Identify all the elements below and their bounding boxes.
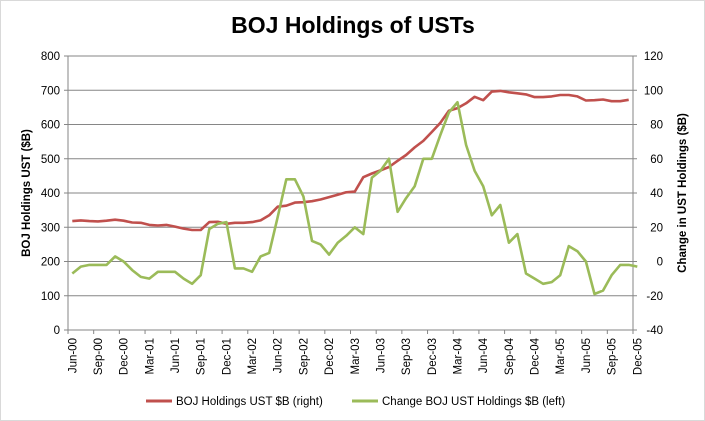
right-tick-label: 100 [644, 85, 663, 97]
left-tick-label: 600 [41, 120, 60, 132]
right-tick-label: 0 [657, 257, 663, 269]
left-axis: 0 100 200 300 400 500 600 700 800 [41, 51, 68, 337]
x-tick-label: Dec-01 [221, 338, 233, 375]
x-tick-label: Sep-05 [607, 338, 619, 375]
x-tick-label: Mar-02 [247, 338, 259, 374]
left-tick-label: 800 [41, 51, 60, 63]
left-tick-label: 200 [41, 257, 60, 269]
x-tick-label: Mar-03 [350, 338, 362, 374]
right-tick-label: 60 [650, 154, 663, 166]
x-axis: Jun-00 Sep-00 Dec-00 Mar-01 Jun-01 Sep-01 Dec-… [67, 330, 644, 375]
right-axis-title: Change in UST Holdings ($B) [677, 113, 689, 273]
x-tick-label: Mar-04 [453, 337, 465, 374]
x-tick-label: Sep-02 [298, 338, 310, 375]
left-tick-label: 0 [54, 325, 60, 337]
left-tick-label: 400 [41, 188, 60, 200]
series-line-change [71, 100, 638, 296]
right-tick-label: 40 [650, 188, 663, 200]
left-tick-label: 100 [41, 291, 60, 303]
right-tick-label: 80 [650, 120, 663, 132]
x-tick-label: Sep-04 [504, 337, 516, 375]
x-tick-label: Dec-05 [632, 338, 644, 375]
right-tick-label: -20 [646, 291, 663, 303]
left-axis-title: BOJ Holdings UST ($B) [21, 129, 33, 257]
left-tick-label: 500 [41, 154, 60, 166]
x-tick-label: Dec-02 [324, 338, 336, 375]
x-tick-label: Jun-01 [170, 338, 182, 373]
x-tick-label: Sep-01 [196, 338, 208, 375]
chart-title: BOJ Holdings of USTs [231, 12, 475, 38]
right-axis: -40 -20 0 20 40 60 80 100 120 [633, 51, 663, 337]
right-tick-label: 120 [644, 51, 663, 63]
right-tick-label: 20 [650, 222, 663, 234]
x-tick-label: Mar-01 [144, 338, 156, 374]
x-tick-label: Jun-03 [375, 338, 387, 373]
x-tick-label: Dec-00 [119, 338, 131, 375]
legend: BOJ Holdings UST $B (right) Change BOJ U… [146, 396, 565, 408]
x-tick-label: Mar-05 [555, 338, 567, 374]
right-tick-label: -40 [646, 325, 663, 337]
x-tick-label: Jun-05 [581, 338, 593, 373]
x-tick-label: Jun-00 [67, 338, 79, 373]
legend-label-holdings: BOJ Holdings UST $B (right) [176, 396, 323, 408]
x-tick-label: Sep-00 [93, 338, 105, 375]
legend-label-change: Change BOJ UST Holdings $B (left) [382, 396, 565, 408]
series-line-holdings [72, 89, 629, 232]
x-tick-label: Sep-03 [401, 338, 413, 375]
x-tick-label: Jun-02 [273, 338, 285, 373]
x-tick-label: Jun-04 [478, 337, 490, 373]
x-tick-label: Dec-04 [530, 337, 542, 375]
series-layer [71, 89, 638, 296]
left-tick-label: 300 [41, 222, 60, 234]
x-tick-label: Dec-03 [427, 338, 439, 375]
left-tick-label: 700 [41, 85, 60, 97]
